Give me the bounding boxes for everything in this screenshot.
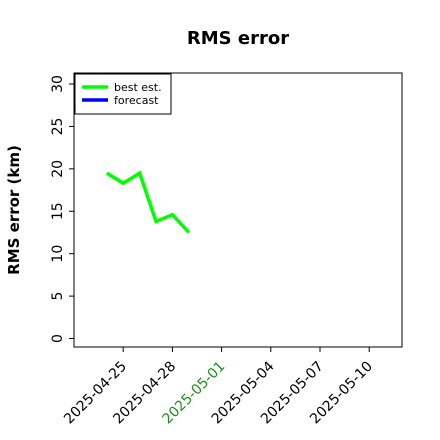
- chart-title: RMS error: [187, 28, 289, 49]
- line: [105, 170, 191, 234]
- y-tick-label: 25: [50, 118, 66, 136]
- y-tick-label: 20: [50, 160, 66, 178]
- plot-frame: [73, 72, 403, 348]
- legend-label: forecast: [114, 94, 159, 107]
- legend-box: [74, 73, 172, 115]
- y-axis-label: RMS error (km): [5, 145, 23, 275]
- y-tick-label: 10: [50, 245, 66, 263]
- legend-label: best est.: [114, 81, 162, 94]
- y-tick-label: 15: [50, 202, 66, 220]
- y-tick-label: 5: [50, 292, 66, 301]
- y-tick-label: 0: [50, 334, 66, 343]
- y-tick-label: 30: [50, 75, 66, 93]
